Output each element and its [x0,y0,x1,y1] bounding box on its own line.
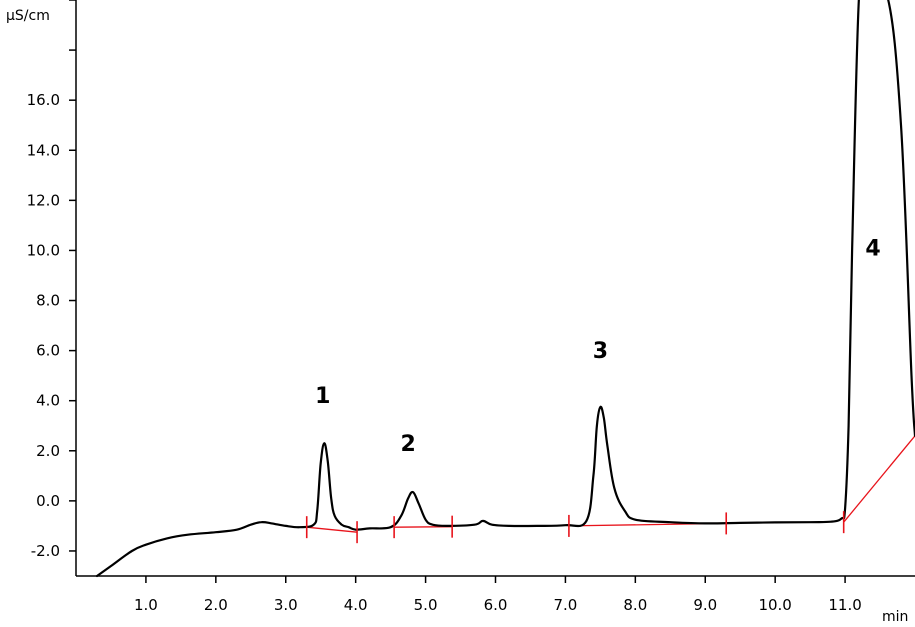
axes [75,0,915,577]
y-tick-label: 14.0 [27,141,60,159]
x-tick-label: 2.0 [204,596,228,614]
peak-label: 1 [315,384,330,409]
y-ticks: -2.0 0.0 2.0 4.0 6.0 8.0 10.0 12.0 14.0 16.0 [27,0,76,560]
y-tick-label: 0.0 [36,492,60,510]
integration-baseline [306,526,358,533]
integration-marks [305,511,845,544]
y-tick-label: 6.0 [36,342,60,360]
x-tick-label: 1.0 [134,596,158,614]
peak-label: 2 [400,432,415,457]
chromatogram-trace [95,0,915,578]
x-tick-label: 10.0 [758,596,791,614]
y-axis-label: µS/cm [6,8,50,24]
x-tick-label: 4.0 [344,596,368,614]
peak-labels: 1 2 3 4 [315,236,881,456]
y-tick-label: 12.0 [27,191,60,209]
x-tick-label: 8.0 [623,596,647,614]
x-tick-label: 6.0 [484,596,508,614]
baselines [306,435,915,533]
peak-label: 3 [593,339,608,364]
y-tick-label: 8.0 [36,292,60,310]
x-ticks: 1.0 2.0 3.0 4.0 5.0 6.0 7.0 8.0 9.0 10.0 11.0 [134,576,862,614]
x-axis-label: min [882,609,908,625]
x-tick-label: 7.0 [553,596,577,614]
y-tick-label: 2.0 [36,442,60,460]
x-tick-label: 11.0 [828,596,861,614]
integration-baseline [843,435,915,523]
peak-label: 4 [865,236,880,261]
y-tick-label: 4.0 [36,392,60,410]
x-tick-label: 9.0 [693,596,717,614]
x-tick-label: 5.0 [414,596,438,614]
y-tick-label: -2.0 [31,542,60,560]
y-tick-label: 10.0 [27,241,60,259]
y-tick-label: 16.0 [27,91,60,109]
x-tick-label: 3.0 [274,596,298,614]
